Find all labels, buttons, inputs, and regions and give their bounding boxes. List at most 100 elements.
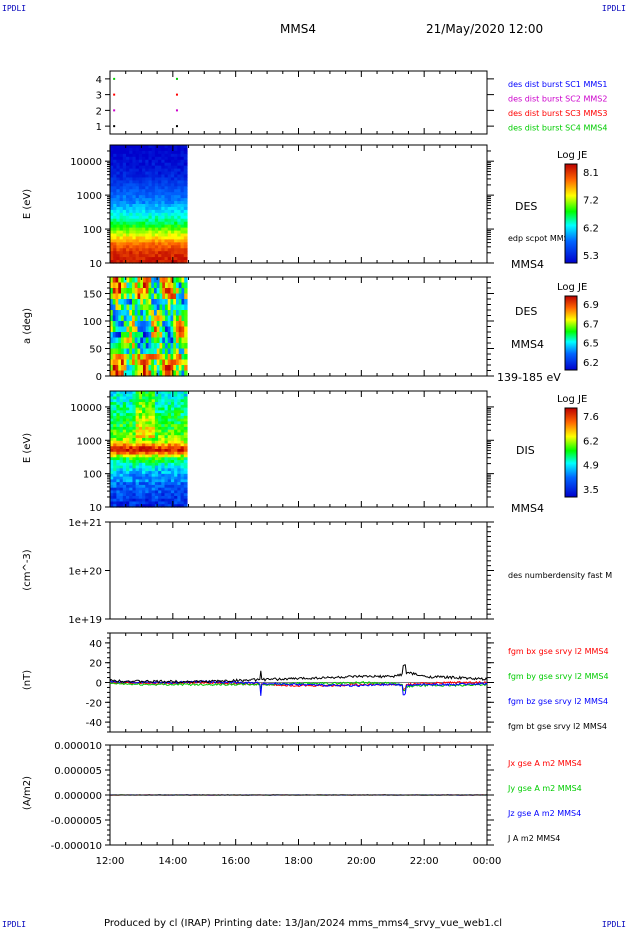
density-ytick-1: 1e+20 [68,567,102,578]
burst-legend-1: des dist burst SC1 MMS1 [508,80,607,89]
des-pitch-colorbar-bar [564,295,578,371]
dis-energy-colorbar-title: Log JE [557,394,587,405]
bfield-ytick-3: 20 [89,659,102,670]
bfield-ylabel: (nT) [22,670,33,690]
panel-1-time-ticks [109,71,488,134]
bfield-legend-4: fgm bt gse srvy l2 MMS4 [508,722,607,731]
burst-mark-sc2-1 [175,109,178,112]
des-pitch-colorbar-tick-0: 6.9 [583,300,599,311]
bfield-legend-2: fgm by gse srvy l2 MMS4 [508,672,609,681]
current-legend-1: Jx gse A m2 MMS4 [507,759,582,768]
des-pitch-colorbar-tick-1: 6.7 [583,319,599,330]
dis-energy-ytick-3: 10000 [70,403,102,414]
current-ytick-1: -0.000005 [51,816,102,827]
burst-mark-sc4-1 [175,77,178,80]
current-minor-ticks [107,744,491,846]
bfield-ytick-1: -20 [86,698,102,709]
dis-energy-ylabel: E (eV) [22,433,33,463]
panel-1-frame [109,70,488,135]
corner-mark-top-left: IPDLI [2,4,27,13]
dis-energy-minor-ticks [107,396,491,498]
dis-energy-colorbar-tick-3: 3.5 [583,485,599,496]
panel-3-time-ticks [109,277,488,376]
current-legend-2: Jy gse A m2 MMS4 [507,784,582,793]
spacecraft-title: MMS4 [280,22,316,36]
burst-ytick-0: 1 [96,122,102,133]
des-energy-label: DES [515,200,537,213]
footer-credit: Produced by cl (IRAP) Printing date: 13/… [104,918,503,929]
des-pitch-colorbar-tick-2: 6.5 [583,339,599,350]
corner-mark-bottom-right: IPDLI [601,920,626,929]
panel-6-time-ticks [109,633,488,732]
des-energy-ytick-3: 10000 [70,157,102,168]
current-ytick-4: 0.000010 [54,741,102,752]
des-pitch-colorbar-tick-3: 6.2 [583,358,599,369]
bfield-series-4 [109,664,488,684]
time-tick-label-2: 16:00 [221,856,250,867]
des-energy-cells [110,145,188,264]
des-energy-colorbar-tick-0: 8.1 [583,168,599,179]
des-energy-minor-ticks [107,150,491,254]
current-legend-3: Jz gse A m2 MMS4 [507,809,581,818]
time-tick-label-4: 20:00 [347,856,376,867]
des-pitch-label: DES [515,305,537,318]
des-energy-ylabel: E (eV) [22,189,33,219]
des-energy-sc-label: MMS4 [511,258,544,271]
time-tick-label-0: 12:00 [96,856,125,867]
burst-mark-sc3-0 [113,93,116,96]
burst-ytick-3: 4 [96,75,102,86]
des-energy-colorbar-tick-3: 5.3 [583,251,599,262]
des-pitch-energy-range: 139-185 eV [497,371,561,384]
bfield-ytick-2: 0 [96,679,102,690]
dis-energy-label: DIS [516,444,535,457]
corner-mark-top-right: IPDLI [601,4,626,13]
des-pitch-ytick-0: 0 [96,372,102,383]
burst-mark-sc1-1 [175,125,178,128]
density-ytick-0: 1e+19 [68,615,102,626]
des-pitch-ylabel: a (deg) [22,308,33,344]
dis-energy-cells [110,391,188,508]
current-ytick-0: -0.000010 [51,841,102,852]
burst-legend-2: des dist burst SC2 MMS2 [508,95,607,104]
burst-ytick-2: 3 [96,91,102,102]
bfield-ytick-4: 40 [89,639,102,650]
des-energy-colorbar-tick-2: 6.2 [583,223,599,234]
panel-2-time-ticks [109,145,488,263]
time-tick-label-6: 00:00 [473,856,502,867]
current-ytick-3: 0.000005 [54,766,102,777]
des-pitch-colorbar-title: Log JE [557,282,587,293]
bfield-legend-3: fgm bz gse srvy l2 MMS4 [508,697,608,706]
panel-5-frame [109,521,488,620]
dis-energy-sc-label: MMS4 [511,502,544,515]
density-minor-ticks [487,521,491,620]
des-energy-ytick-0: 10 [89,259,102,270]
burst-mark-sc2-0 [113,109,116,112]
des-pitch-ytick-2: 100 [83,317,102,328]
burst-mark-sc1-0 [113,125,116,128]
des-pitch-ytick-3: 150 [83,290,102,301]
dis-energy-ytick-2: 1000 [77,436,102,447]
burst-legend-4: des dist burst SC4 MMS4 [508,124,607,133]
des-energy-colorbar-tick-1: 7.2 [583,196,599,207]
density-ylabel: (cm^-3) [22,549,33,590]
datetime-title: 21/May/2020 12:00 [426,22,544,36]
dis-energy-colorbar-tick-2: 4.9 [583,461,599,472]
des-pitch-sc-label: MMS4 [511,338,544,351]
bfield-series-2 [109,680,488,692]
panel-7-time-ticks [109,745,488,845]
bfield-ytick-0: -40 [86,718,102,729]
dis-energy-colorbar-tick-0: 7.6 [583,412,599,423]
des-energy-colorbar-title: Log JE [557,150,587,161]
des-energy-ytick-2: 1000 [77,191,102,202]
dis-energy-ytick-0: 10 [89,503,102,514]
current-ylabel: (A/m2) [22,776,33,810]
des-pitch-ytick-1: 50 [89,345,102,356]
bfield-legend-1: fgm bx gse srvy l2 MMS4 [508,647,609,656]
density-ytick-2: 1e+21 [68,518,102,529]
burst-legend-3: des dist burst SC3 MMS3 [508,109,607,118]
des-pitch-minor-ticks [107,276,491,371]
panel-4-time-ticks [109,391,488,507]
time-tick-label-5: 22:00 [410,856,439,867]
time-tick-label-3: 18:00 [284,856,313,867]
